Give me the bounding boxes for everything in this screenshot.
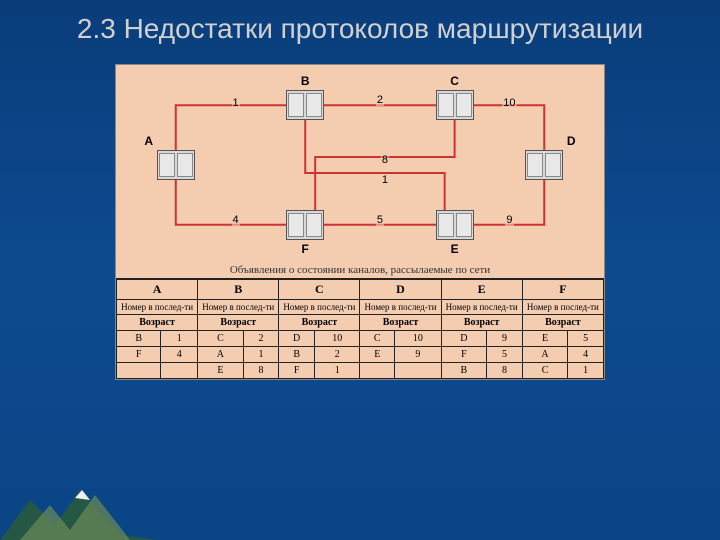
slide-title: 2.3 Недостатки протоколов маршрутизации [0,0,720,54]
table-cell: 1 [161,330,198,346]
sub-header-C: Номер в послед-ти [279,299,360,314]
table-cell: D [441,330,487,346]
table-cell: 5 [568,330,604,346]
table-cell: 4 [161,346,198,362]
sub-header-A: Номер в послед-ти [117,299,198,314]
diagram-caption: Объявления о состоянии каналов, рассылае… [116,260,604,278]
table-cell [161,362,198,378]
edge-label-A-F: 4 [231,214,239,226]
table-cell: C [522,362,568,378]
table-cell: B [117,330,161,346]
router-E: E [436,210,474,240]
network-diagram: 121081459ABCDEF [116,65,604,260]
table-cell: A [198,346,244,362]
sub-header-B: Номер в послед-ти [198,299,279,314]
table-cell: 1 [315,362,360,378]
table-cell: 1 [243,346,279,362]
table-cell: 9 [487,330,523,346]
table-cell: 2 [315,346,360,362]
table-cell: 2 [243,330,279,346]
edge-label-C-D: 10 [502,97,516,109]
table-cell: 5 [487,346,523,362]
router-F: F [286,210,324,240]
router-label-E: E [445,242,465,256]
col-header-B: B [198,279,279,299]
table-cell: E [522,330,568,346]
table-cell: A [522,346,568,362]
lsa-table: ABCDEFНомер в послед-тиНомер в послед-ти… [116,278,604,379]
table-cell: 9 [395,346,442,362]
age-header-C: Возраст [279,314,360,330]
edge-label-C-F: 8 [381,154,389,166]
col-header-D: D [360,279,441,299]
edge-label-B-C: 2 [376,94,384,106]
table-cell [117,362,161,378]
table-cell: F [279,362,315,378]
col-header-F: F [522,279,603,299]
router-B: B [286,90,324,120]
table-cell: 8 [243,362,279,378]
table-cell: 10 [315,330,360,346]
table-cell [360,362,395,378]
sub-header-D: Номер в послед-ти [360,299,441,314]
edge-B-E [305,105,444,225]
edge-label-A-B: 1 [231,97,239,109]
table-cell [395,362,442,378]
table-cell: C [360,330,395,346]
content-panel: 121081459ABCDEF Объявления о состоянии к… [115,64,605,380]
col-header-E: E [441,279,522,299]
router-C: C [436,90,474,120]
table-cell: B [441,362,487,378]
table-cell: 10 [395,330,442,346]
table-cell: 1 [568,362,604,378]
router-label-B: B [295,74,315,88]
age-header-F: Возраст [522,314,603,330]
table-cell: C [198,330,244,346]
router-label-F: F [295,242,315,256]
edge-label-B-E: 1 [381,174,389,186]
router-label-C: C [445,74,465,88]
age-header-B: Возраст [198,314,279,330]
table-cell: 4 [568,346,604,362]
router-label-A: A [139,134,159,148]
sub-header-F: Номер в послед-ти [522,299,603,314]
table-cell: E [198,362,244,378]
router-label-D: D [561,134,581,148]
table-cell: F [441,346,487,362]
table-cell: D [279,330,315,346]
table-cell: F [117,346,161,362]
mountain-decor [0,480,200,540]
table-cell: 8 [487,362,523,378]
table-cell: E [360,346,395,362]
edge-label-F-E: 5 [376,214,384,226]
col-header-C: C [279,279,360,299]
age-header-D: Возраст [360,314,441,330]
edge-label-E-D: 9 [505,214,513,226]
age-header-A: Возраст [117,314,198,330]
col-header-A: A [117,279,198,299]
table-cell: B [279,346,315,362]
router-A: A [157,150,195,180]
sub-header-E: Номер в послед-ти [441,299,522,314]
age-header-E: Возраст [441,314,522,330]
router-D: D [525,150,563,180]
